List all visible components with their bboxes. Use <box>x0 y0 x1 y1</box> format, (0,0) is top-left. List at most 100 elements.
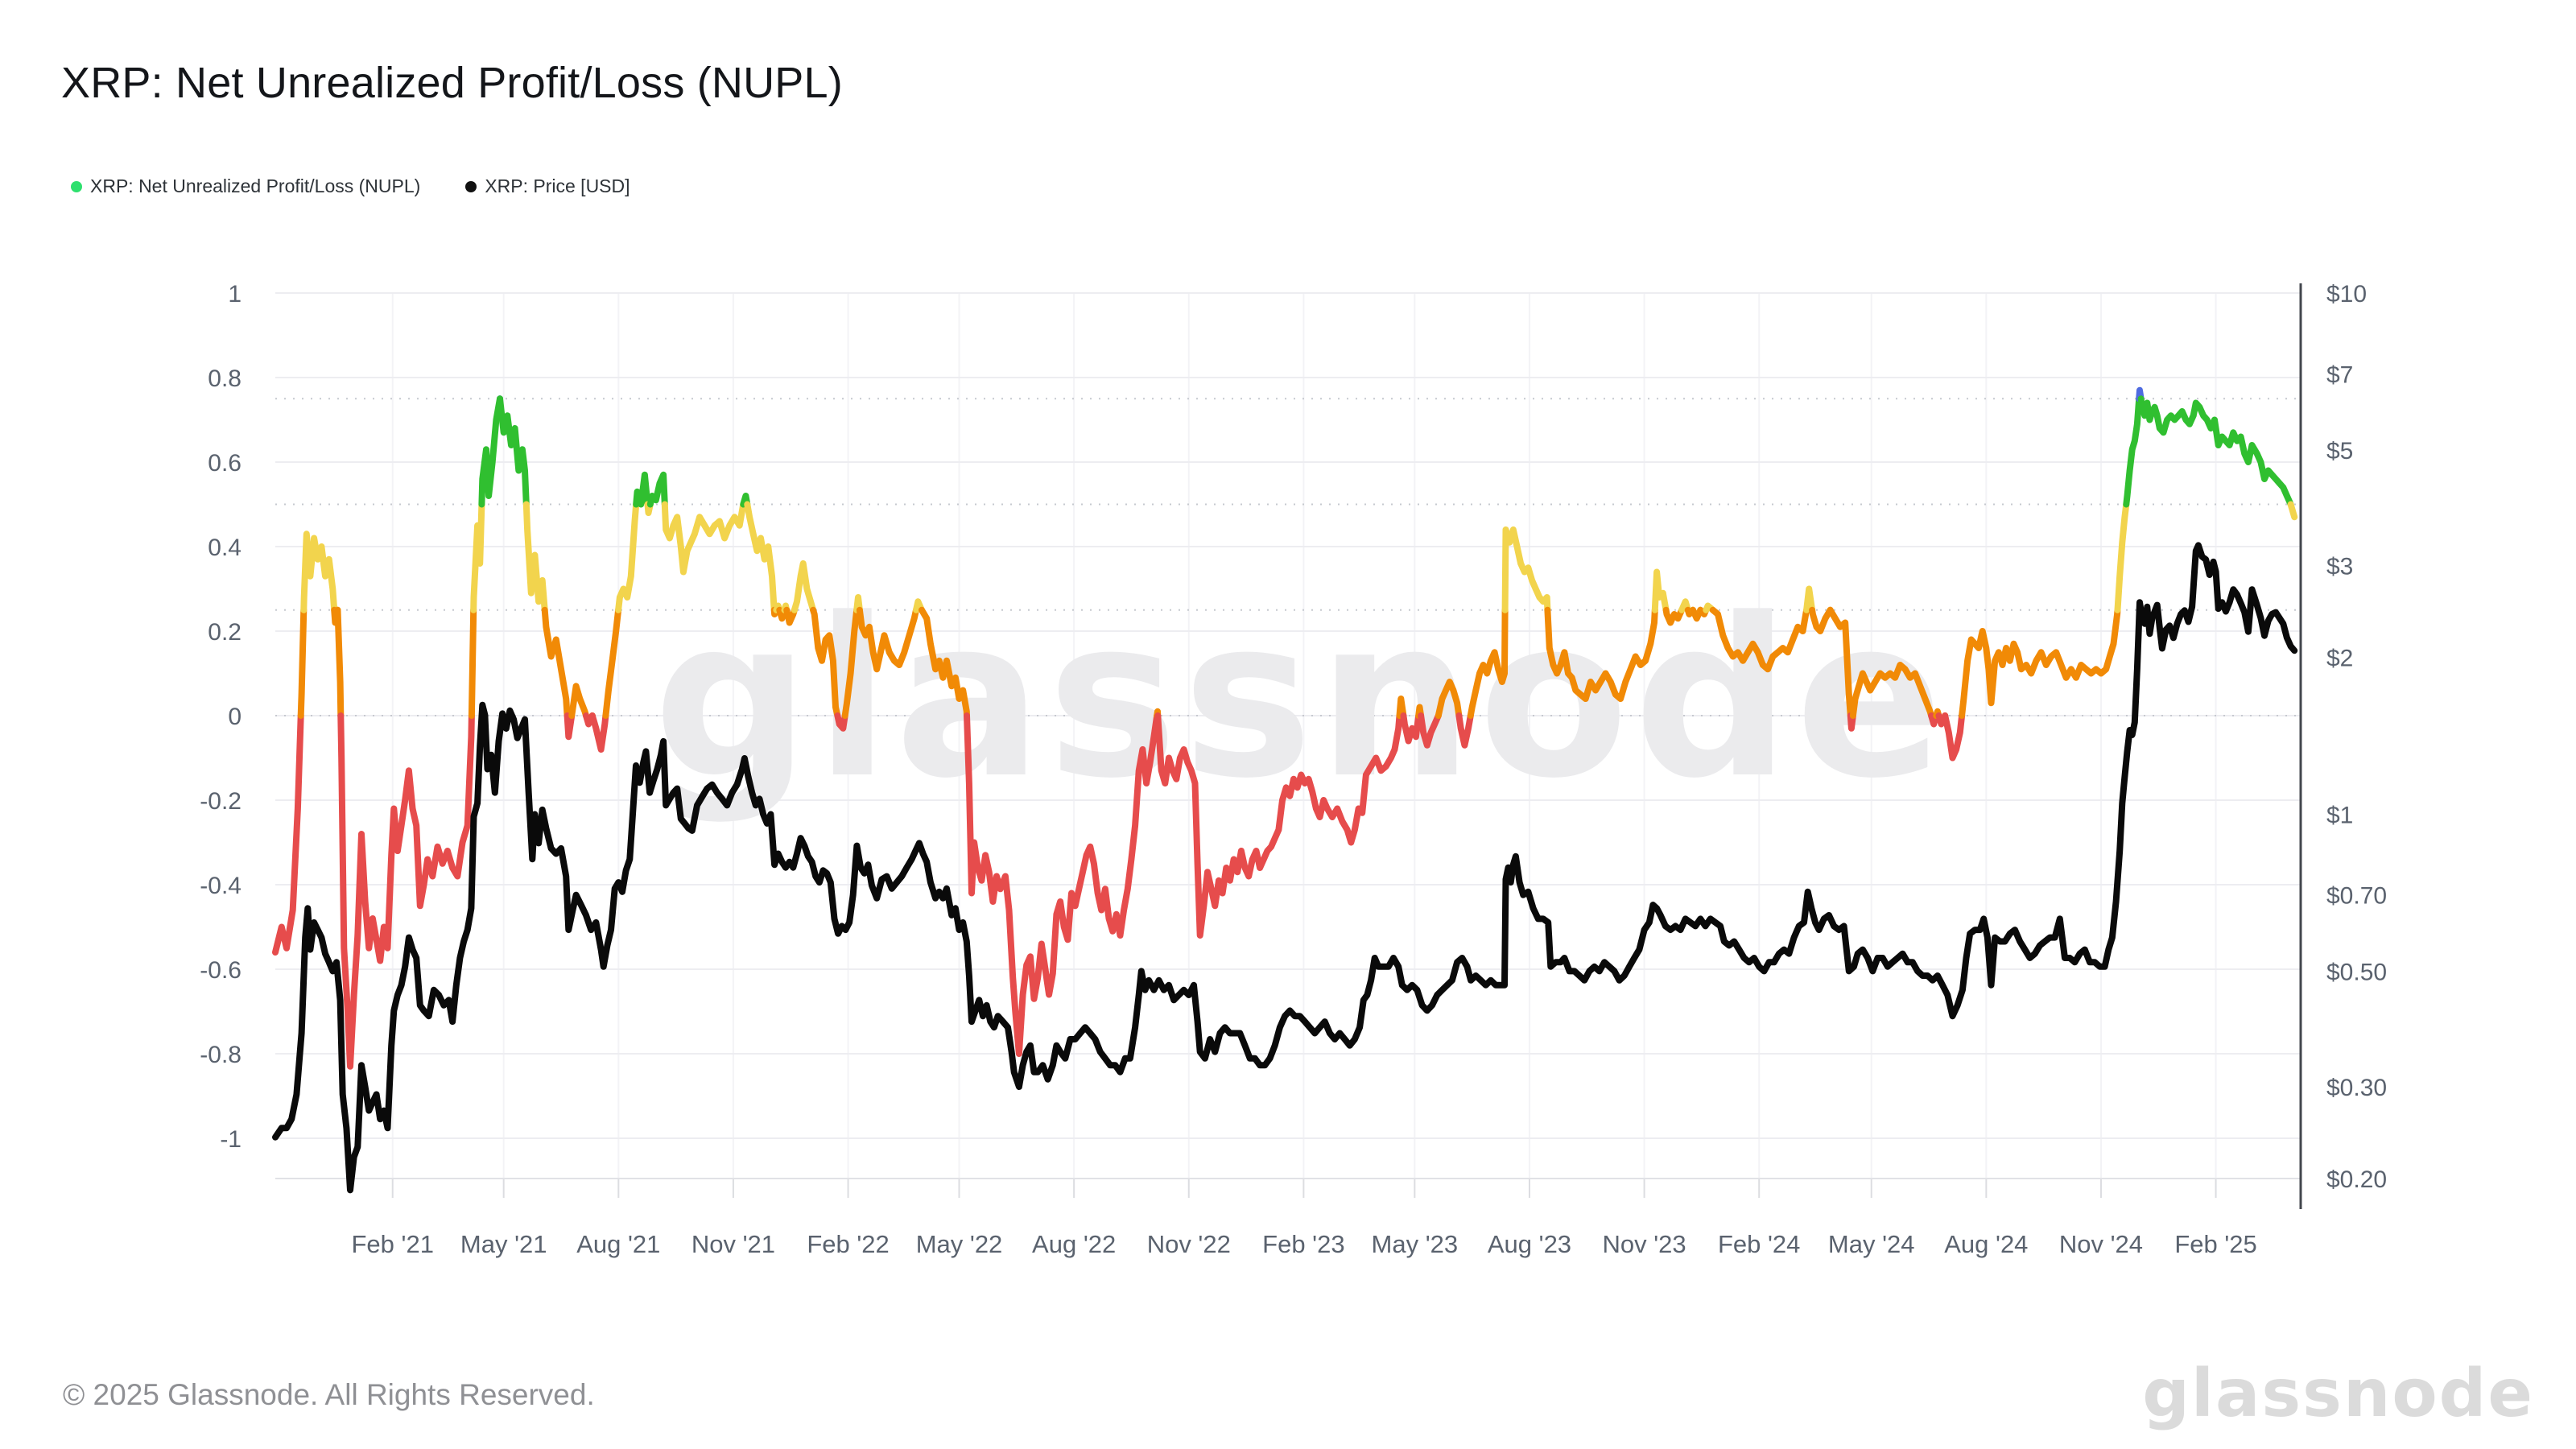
left-axis-label: 0.4 <box>208 535 242 561</box>
nupl-line-segment <box>1662 606 1686 626</box>
x-tick-label: Feb '22 <box>807 1230 889 1258</box>
legend: XRP: Net Unrealized Profit/Loss (NUPL) X… <box>71 175 630 197</box>
left-axis-label: -0.4 <box>200 873 242 899</box>
nupl-line-segment <box>964 712 1161 1057</box>
nupl-line-segment <box>2137 395 2294 508</box>
nupl-line-segment <box>1418 712 1442 749</box>
price-series-dot-icon <box>465 180 477 192</box>
nupl-line-segment <box>1396 696 1407 719</box>
nupl-line-segment <box>1467 606 1509 719</box>
nupl-line-segment <box>568 683 589 719</box>
nupl-line-segment <box>1709 606 1810 673</box>
glassnode-wordmark: glassnode <box>2142 1356 2534 1432</box>
x-tick-label: Feb '25 <box>2174 1230 2256 1258</box>
nupl-line-segment <box>1154 712 1403 939</box>
nupl-line-segment <box>1827 606 1854 719</box>
price-line <box>272 542 2298 1194</box>
x-tick-label: Aug '21 <box>576 1230 660 1258</box>
x-tick-label: May '23 <box>1372 1230 1459 1258</box>
nupl-line-segment <box>337 712 475 1070</box>
x-tick-label: Feb '24 <box>1718 1230 1800 1258</box>
x-tick-label: Nov '23 <box>1603 1230 1686 1258</box>
legend-item-nupl[interactable]: XRP: Net Unrealized Profit/Loss (NUPL) <box>71 175 420 197</box>
x-tick-label: Nov '21 <box>691 1230 775 1258</box>
nupl-line-segment <box>810 606 841 719</box>
nupl-line-segment <box>1942 712 1966 762</box>
x-tick-label: Feb '23 <box>1262 1230 1344 1258</box>
right-axis-label: $3 <box>2326 554 2353 580</box>
nupl-line-segment <box>1809 606 1834 634</box>
copyright-text: © 2025 Glassnode. All Rights Reserved. <box>63 1378 595 1411</box>
left-axis-label: 0 <box>228 704 242 730</box>
right-axis-label: $0.50 <box>2326 959 2387 985</box>
nupl-line-segment <box>853 594 863 613</box>
x-tick-label: May '24 <box>1828 1230 1915 1258</box>
nupl-line-segment <box>2123 395 2143 508</box>
x-tick-label: Nov '22 <box>1147 1230 1231 1258</box>
x-tick-label: Feb '21 <box>352 1230 434 1258</box>
right-axis-label: $10 <box>2326 281 2367 308</box>
left-axis-label: 1 <box>228 281 242 308</box>
x-tick-label: May '22 <box>916 1230 1003 1258</box>
nupl-line-segment <box>856 606 919 673</box>
nupl-line-segment <box>1400 712 1422 745</box>
nupl-line-segment <box>661 501 747 576</box>
legend-item-price[interactable]: XRP: Price [USD] <box>465 175 630 197</box>
nupl-line-segment <box>522 501 548 613</box>
nupl-line-segment <box>497 395 530 508</box>
legend-label-nupl: XRP: Net Unrealized Profit/Loss (NUPL) <box>90 175 421 196</box>
left-axis-label: -0.6 <box>200 957 242 984</box>
nupl-line-segment <box>1501 526 1551 613</box>
nupl-line-segment <box>633 471 651 508</box>
nupl-line-segment <box>1849 662 1935 719</box>
nupl-line-segment <box>615 501 640 613</box>
nupl-line-segment <box>468 606 477 719</box>
x-tick-label: Aug '24 <box>1944 1230 2028 1258</box>
nupl-line-segment <box>1455 712 1474 749</box>
x-tick-label: Aug '23 <box>1488 1230 1571 1258</box>
nupl-line-segment <box>2287 501 2298 521</box>
nupl-line-segment <box>334 606 345 719</box>
nupl-line-segment <box>297 606 308 719</box>
x-tick-label: Aug '22 <box>1032 1230 1116 1258</box>
page-title: XRP: Net Unrealized Profit/Loss (NUPL) <box>61 59 843 107</box>
nupl-line-segment <box>744 501 778 613</box>
nupl-line-segment <box>834 712 848 732</box>
nupl-line-segment <box>919 606 970 719</box>
nupl-line-segment <box>1959 606 2121 719</box>
nupl-series-dot-icon <box>71 180 82 192</box>
nupl-line-segment <box>588 712 609 753</box>
nupl-line-segment <box>541 606 571 719</box>
left-axis-label: -0.2 <box>200 788 242 815</box>
nupl-line-segment <box>791 560 817 613</box>
left-axis-label: 0.6 <box>208 450 242 477</box>
right-axis-label: $5 <box>2326 438 2353 464</box>
left-axis-label: -1 <box>220 1126 242 1153</box>
left-axis-label: -0.8 <box>200 1042 242 1068</box>
nupl-line-segment <box>478 395 503 508</box>
x-tick-label: May '21 <box>460 1230 547 1258</box>
legend-label-price: XRP: Price [USD] <box>485 175 630 196</box>
nupl-line-segment <box>1847 712 1856 732</box>
nupl-line-segment <box>1803 585 1816 613</box>
nupl-line-segment <box>300 530 338 613</box>
nupl-line-segment <box>841 606 861 719</box>
nupl-line-segment <box>602 606 622 719</box>
nupl-line-segment <box>564 712 576 741</box>
right-axis-label: $0.30 <box>2326 1075 2387 1101</box>
right-axis-label: $7 <box>2326 361 2353 388</box>
left-axis-label: 0.8 <box>208 365 242 392</box>
right-axis-label: $0.70 <box>2326 883 2387 910</box>
nupl-line-segment <box>470 501 485 613</box>
nupl-line-segment <box>2114 501 2130 613</box>
nupl-line-segment <box>646 471 668 508</box>
nupl-line-segment <box>1651 568 1670 613</box>
right-axis-label: $0.20 <box>2326 1166 2387 1193</box>
left-axis-label: 0.2 <box>208 619 242 646</box>
x-tick-label: Nov '24 <box>2059 1230 2143 1258</box>
right-axis-label: $2 <box>2326 646 2353 672</box>
nupl-line-segment <box>1544 606 1658 702</box>
nupl-line-segment <box>1435 679 1463 719</box>
